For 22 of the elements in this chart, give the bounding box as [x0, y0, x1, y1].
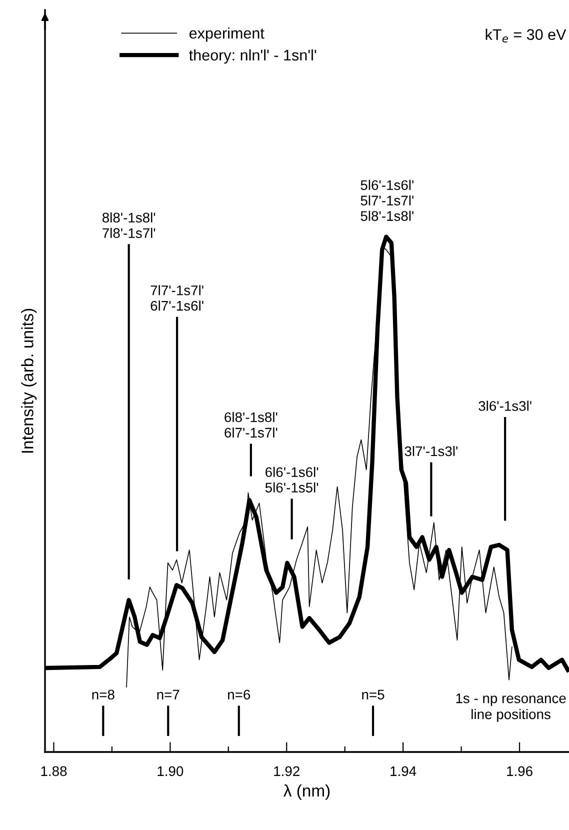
annotation: 6l8'-1s8l' 6l7'-1s7l'	[224, 412, 278, 438]
y-axis-title: Intensity (arb. units)	[21, 308, 37, 453]
annotation: 8l8'-1s8l' 7l8'-1s7l'	[102, 212, 156, 238]
annotation: n=5	[362, 690, 384, 700]
x-tick-label: 1.92	[274, 766, 300, 776]
annotation: 7l7'-1s7l' 6l7'-1s6l'	[150, 285, 204, 311]
x-tick-label: 1.88	[41, 766, 67, 776]
x-tick-label: 1.90	[158, 766, 184, 776]
annotation: n=6	[228, 690, 250, 700]
text: kT$_{e}$ = 30 eV	[486, 28, 566, 42]
annotation: n=8	[92, 690, 114, 700]
x-axis-title: λ (nm)	[284, 784, 330, 800]
legend-label: theory: nln'l' - 1sn'l'	[189, 49, 316, 64]
annotation: 6l6'-1s6l' 5l6'-1s5l'	[265, 466, 318, 493]
legend-label: experiment	[190, 27, 264, 42]
x-tick-label: 1.96	[507, 766, 532, 776]
annotation: n=7	[157, 690, 180, 700]
annotation: 1s - np resonance line positions	[456, 694, 566, 722]
x-tick-label: 1.94	[390, 766, 416, 776]
annotation: 3l6'-1s3l'	[478, 400, 532, 411]
text: 5l6'-1s6l' 5l7'-1s7l' 5l8'-1s8l'	[360, 180, 414, 221]
annotation: 3l7'-1s3l'	[404, 446, 458, 456]
